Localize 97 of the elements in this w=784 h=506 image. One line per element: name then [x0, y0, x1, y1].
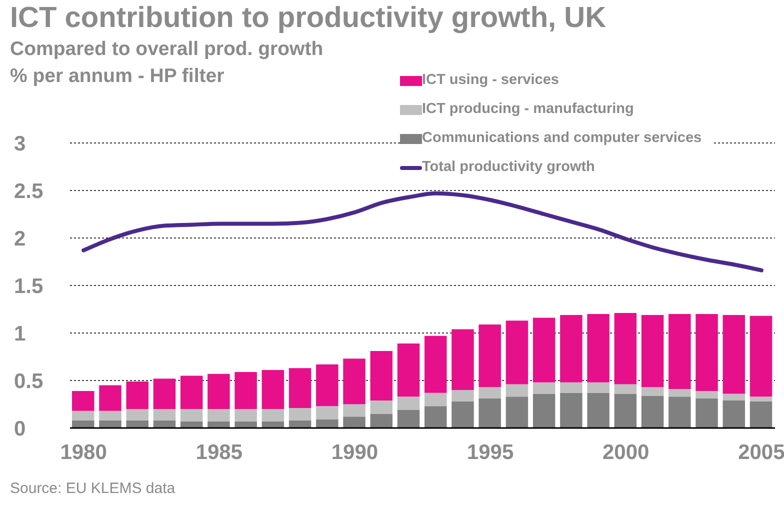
y-tick-label: 2.5 [14, 180, 44, 203]
bar [668, 314, 691, 390]
legend-label: Total productivity growth [422, 158, 595, 177]
bar [560, 314, 582, 382]
bar [208, 409, 230, 422]
bar [397, 410, 420, 428]
bar [614, 384, 637, 394]
bar [722, 400, 746, 428]
y-tick-label: 1.5 [14, 274, 44, 298]
bar [126, 420, 148, 428]
bar [153, 420, 176, 428]
bar [614, 394, 637, 428]
bar [722, 394, 746, 400]
bar [288, 368, 312, 408]
bar [560, 382, 582, 393]
bar [452, 401, 474, 428]
legend-label: ICT using - services [422, 71, 559, 90]
bar [641, 387, 664, 396]
bar [153, 409, 176, 420]
bar [478, 387, 501, 399]
bar [72, 390, 94, 411]
bar [126, 381, 148, 409]
legend-label: ICT producing - manufacturing [422, 100, 634, 119]
bar [316, 406, 338, 420]
bar [506, 396, 528, 428]
x-tick-label: 1985 [196, 440, 243, 464]
bar [208, 421, 230, 428]
bar [696, 390, 718, 399]
bar [99, 420, 122, 428]
bar [452, 390, 474, 402]
x-tick-label: 2000 [602, 440, 650, 464]
bar [532, 382, 556, 394]
bar [532, 394, 556, 428]
bar [234, 372, 257, 409]
bar [343, 358, 366, 404]
bar [722, 314, 746, 394]
source-note: Source: EU KLEMS data [10, 480, 176, 497]
bar [234, 409, 257, 422]
bar [397, 396, 420, 410]
bar [750, 401, 772, 428]
bar [262, 409, 284, 422]
bar [668, 389, 691, 397]
chart-title: ICT contribution to productivity growth, UK [10, 2, 606, 35]
bar [288, 408, 312, 420]
bar [424, 336, 447, 393]
y-tick-label: 2 [14, 227, 26, 250]
bar [532, 318, 556, 382]
bar [750, 396, 772, 402]
bar [641, 314, 664, 388]
bar [641, 396, 664, 428]
bar [478, 398, 501, 428]
bar [208, 374, 230, 409]
y-tick-label: 3 [14, 132, 26, 156]
bar [316, 419, 338, 428]
bar [234, 421, 257, 428]
bar [614, 313, 637, 384]
bar [397, 343, 420, 397]
bar [668, 396, 691, 428]
bar [506, 320, 528, 384]
bar [262, 370, 284, 409]
bar [370, 351, 393, 400]
chart-subtitle: Compared to overall prod. growth % per annum - HP filter [10, 37, 324, 89]
bar [180, 409, 203, 422]
bar [560, 392, 582, 428]
bar [424, 392, 447, 406]
bar [424, 406, 447, 428]
bar [343, 416, 366, 428]
bar [126, 409, 148, 420]
bar [288, 420, 312, 428]
bar [587, 382, 610, 393]
x-tick-label: 1990 [331, 440, 378, 464]
y-tick-label: 1 [14, 322, 26, 346]
bar [478, 324, 501, 388]
bar [99, 385, 122, 411]
bar [696, 314, 718, 391]
x-tick-label: 2005 [738, 440, 784, 464]
bar [316, 364, 338, 406]
bar [587, 314, 610, 382]
bar [180, 376, 203, 409]
bar [72, 410, 94, 420]
bar [750, 316, 772, 397]
bar [370, 400, 393, 414]
bar [696, 398, 718, 428]
bar [506, 384, 528, 397]
y-tick-label: 0 [14, 417, 26, 440]
x-tick-label: 1980 [60, 440, 107, 464]
bar [587, 392, 610, 428]
legend-label: Communications and computer services [422, 129, 702, 148]
bar [370, 414, 393, 428]
bar [72, 420, 94, 428]
line-series [82, 191, 764, 272]
bar [153, 378, 176, 409]
bar [452, 329, 474, 390]
x-tick-label: 1995 [466, 440, 514, 464]
y-tick-label: 0.5 [14, 370, 44, 393]
bar [99, 410, 122, 420]
bar [343, 404, 366, 417]
